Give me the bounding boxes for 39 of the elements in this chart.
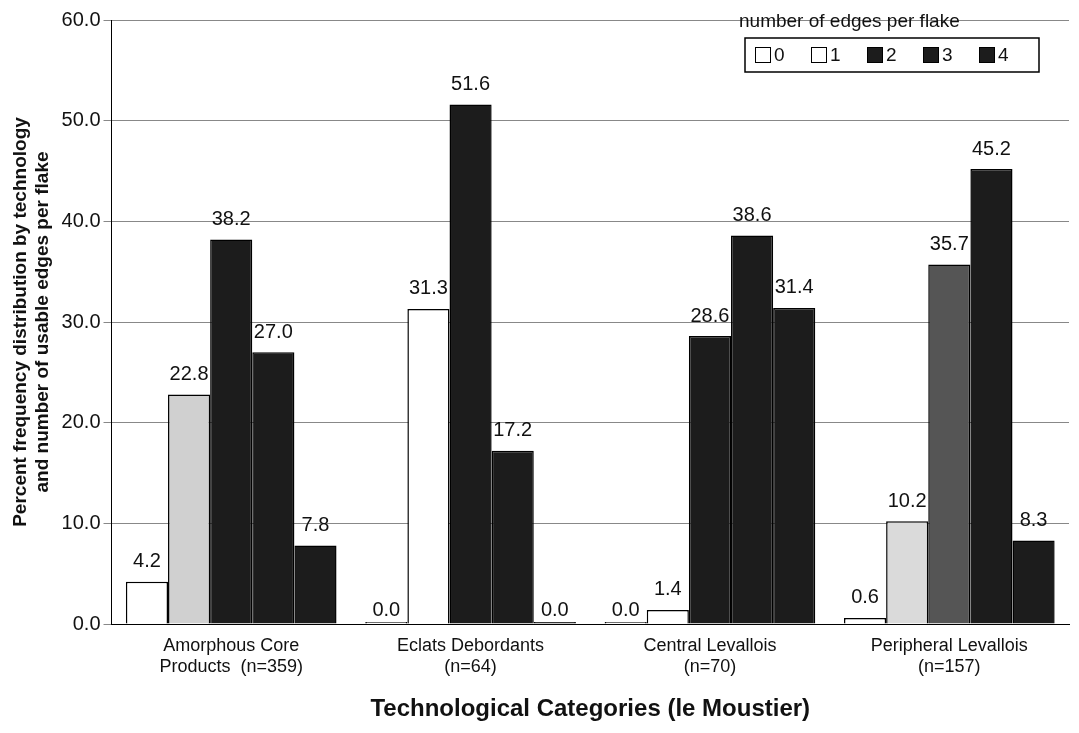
- data-label: 0.0: [372, 597, 401, 620]
- data-label: 0.0: [611, 597, 640, 620]
- data-label: 27.0: [253, 319, 293, 342]
- legend-label: 3: [942, 44, 953, 66]
- data-label: 45.2: [971, 136, 1011, 159]
- data-label: 1.4: [653, 577, 682, 600]
- data-label: 31.4: [774, 275, 814, 298]
- y-tick-label: 50.0: [61, 108, 101, 131]
- y-tick-label: 0.0: [72, 611, 101, 634]
- data-label: 51.6: [451, 72, 491, 95]
- data-label: 17.2: [493, 418, 533, 441]
- data-label: 0.0: [540, 597, 569, 620]
- data-label: 7.8: [301, 513, 330, 535]
- data-label: 38.6: [732, 202, 772, 225]
- y-axis-title: Percent frequency distribution by technology and number of usable edges per flake: [8, 116, 53, 527]
- x-tick-label: Amorphous Core Products (n=359): [159, 634, 303, 677]
- data-label: 0.6: [851, 585, 879, 608]
- data-label: 38.2: [211, 206, 251, 229]
- legend-label: 4: [998, 44, 1009, 66]
- data-label: 35.7: [929, 232, 969, 255]
- x-tick-label: Peripheral Levallois (n=157): [870, 634, 1028, 677]
- legend-label: 0: [774, 44, 785, 66]
- data-label: 4.2: [133, 549, 161, 572]
- y-tick-label: 10.0: [61, 510, 101, 533]
- y-tick-label: 20.0: [61, 410, 101, 433]
- legend-label: 1: [830, 44, 841, 66]
- x-tick-label: Eclats Debordants (n=64): [397, 634, 545, 677]
- data-label: 31.3: [408, 276, 448, 299]
- y-tick-label: 60.0: [61, 7, 101, 30]
- data-label: 22.8: [169, 362, 209, 384]
- x-tick-label: Central Levallois (n=70): [643, 634, 777, 677]
- y-tick-label: 30.0: [61, 309, 101, 332]
- data-label: 10.2: [887, 488, 927, 511]
- y-tick-label: 40.0: [61, 208, 101, 231]
- legend-label: 2: [886, 44, 897, 66]
- legend-title: number of edges per flake: [739, 10, 960, 32]
- x-axis-title: Technological Categories (le Moustier): [370, 694, 811, 722]
- data-label: 8.3: [1019, 507, 1048, 530]
- data-label: 28.6: [690, 303, 730, 326]
